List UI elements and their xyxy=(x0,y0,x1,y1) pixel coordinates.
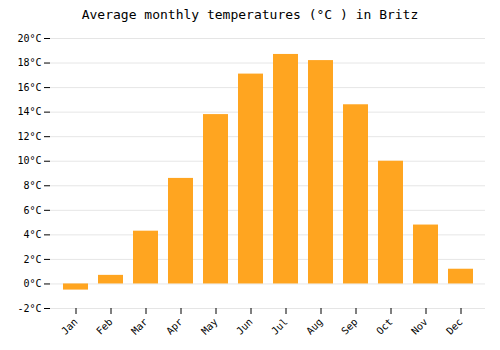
svg-text:0°C: 0°C xyxy=(23,278,41,289)
svg-text:-2°C: -2°C xyxy=(17,303,41,314)
svg-text:Jan: Jan xyxy=(59,316,80,337)
svg-text:Sep: Sep xyxy=(339,316,360,337)
svg-text:10°C: 10°C xyxy=(17,155,41,166)
svg-text:May: May xyxy=(199,316,220,337)
svg-text:4°C: 4°C xyxy=(23,229,41,240)
svg-text:2°C: 2°C xyxy=(23,254,41,265)
svg-text:Feb: Feb xyxy=(94,316,115,337)
svg-text:Jul: Jul xyxy=(269,316,290,337)
svg-text:14°C: 14°C xyxy=(17,106,41,117)
svg-text:18°C: 18°C xyxy=(17,57,41,68)
svg-text:12°C: 12°C xyxy=(17,131,41,142)
svg-text:Apr: Apr xyxy=(164,316,185,337)
svg-text:Aug: Aug xyxy=(304,316,325,337)
svg-text:16°C: 16°C xyxy=(17,82,41,93)
svg-text:Mar: Mar xyxy=(129,316,150,337)
svg-text:6°C: 6°C xyxy=(23,205,41,216)
svg-text:8°C: 8°C xyxy=(23,180,41,191)
svg-text:Dec: Dec xyxy=(444,316,465,337)
svg-text:Nov: Nov xyxy=(409,316,430,337)
svg-text:20°C: 20°C xyxy=(17,33,41,44)
html-text:Average monthly temperatures (: Average monthly temperatures (°C ) in Br… xyxy=(81,7,419,22)
svg-text:Oct: Oct xyxy=(374,316,395,337)
svg-text:Jun: Jun xyxy=(234,316,255,337)
